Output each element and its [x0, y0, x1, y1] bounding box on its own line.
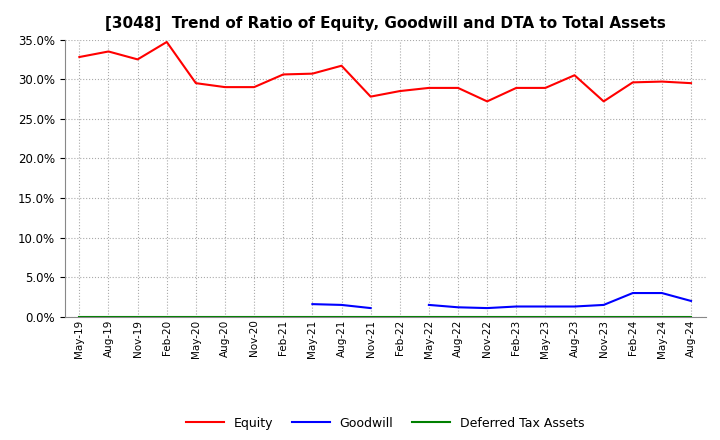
Deferred Tax Assets — [133, 314, 142, 319]
Goodwill — [512, 304, 521, 309]
Deferred Tax Assets — [308, 314, 317, 319]
Equity — [687, 81, 696, 86]
Deferred Tax Assets — [687, 314, 696, 319]
Deferred Tax Assets — [395, 314, 404, 319]
Equity — [279, 72, 287, 77]
Equity — [250, 84, 258, 90]
Equity — [599, 99, 608, 104]
Equity — [657, 79, 666, 84]
Goodwill — [425, 302, 433, 308]
Deferred Tax Assets — [629, 314, 637, 319]
Deferred Tax Assets — [541, 314, 550, 319]
Deferred Tax Assets — [220, 314, 229, 319]
Equity — [104, 49, 113, 54]
Equity — [629, 80, 637, 85]
Deferred Tax Assets — [279, 314, 287, 319]
Deferred Tax Assets — [599, 314, 608, 319]
Deferred Tax Assets — [163, 314, 171, 319]
Equity — [163, 39, 171, 44]
Equity — [541, 85, 550, 91]
Equity — [192, 81, 200, 86]
Equity — [308, 71, 317, 76]
Equity — [366, 94, 375, 99]
Deferred Tax Assets — [366, 314, 375, 319]
Deferred Tax Assets — [250, 314, 258, 319]
Equity — [425, 85, 433, 91]
Legend: Equity, Goodwill, Deferred Tax Assets: Equity, Goodwill, Deferred Tax Assets — [181, 412, 589, 435]
Deferred Tax Assets — [192, 314, 200, 319]
Goodwill — [657, 290, 666, 296]
Equity — [75, 55, 84, 60]
Goodwill — [541, 304, 550, 309]
Deferred Tax Assets — [657, 314, 666, 319]
Goodwill — [687, 298, 696, 304]
Equity — [483, 99, 492, 104]
Equity — [395, 88, 404, 94]
Goodwill — [629, 290, 637, 296]
Goodwill — [599, 302, 608, 308]
Deferred Tax Assets — [512, 314, 521, 319]
Equity — [512, 85, 521, 91]
Goodwill — [454, 304, 462, 310]
Title: [3048]  Trend of Ratio of Equity, Goodwill and DTA to Total Assets: [3048] Trend of Ratio of Equity, Goodwil… — [105, 16, 665, 32]
Deferred Tax Assets — [425, 314, 433, 319]
Deferred Tax Assets — [570, 314, 579, 319]
Equity — [220, 84, 229, 90]
Line: Goodwill: Goodwill — [429, 293, 691, 308]
Deferred Tax Assets — [454, 314, 462, 319]
Deferred Tax Assets — [483, 314, 492, 319]
Equity — [454, 85, 462, 91]
Line: Equity: Equity — [79, 42, 691, 101]
Goodwill — [483, 305, 492, 311]
Deferred Tax Assets — [104, 314, 113, 319]
Equity — [133, 57, 142, 62]
Goodwill — [570, 304, 579, 309]
Equity — [337, 63, 346, 68]
Deferred Tax Assets — [75, 314, 84, 319]
Deferred Tax Assets — [337, 314, 346, 319]
Equity — [570, 73, 579, 78]
